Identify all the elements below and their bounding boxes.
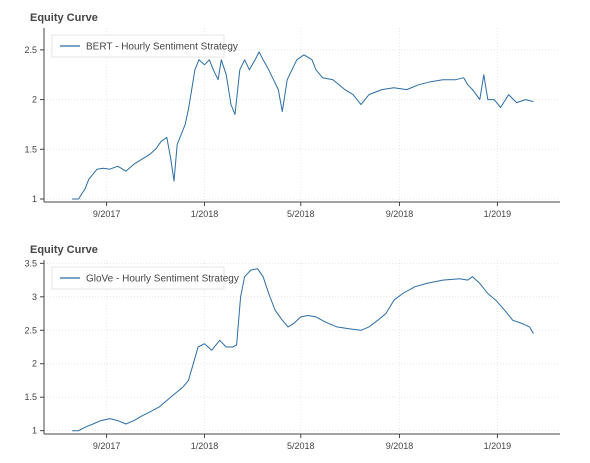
series-line bbox=[72, 52, 533, 199]
legend-label: GloVe - Hourly Sentiment Strategy bbox=[86, 274, 239, 285]
x-tick-label: 5/2018 bbox=[287, 441, 315, 451]
y-tick-label: 3.5 bbox=[24, 258, 37, 268]
y-tick-label: 3 bbox=[32, 292, 37, 302]
legend-label: BERT - Hourly Sentiment Strategy bbox=[86, 42, 238, 53]
x-tick-label: 1/2019 bbox=[484, 441, 512, 451]
legend: BERT - Hourly Sentiment Strategy bbox=[52, 35, 238, 57]
x-tick-label: 9/2017 bbox=[93, 209, 121, 219]
y-tick-label: 1.5 bbox=[24, 392, 37, 402]
y-tick-label: 2 bbox=[32, 359, 37, 369]
equity-curve-chart-bert: Equity Curve 9/2017 1/2018 5/2018 9/2018 1/2… bbox=[0, 0, 590, 230]
x-tick-label: 9/2017 bbox=[93, 441, 121, 451]
x-tick-label: 5/2018 bbox=[287, 209, 315, 219]
y-tick-label: 2.5 bbox=[24, 45, 37, 55]
legend: GloVe - Hourly Sentiment Strategy bbox=[52, 267, 239, 289]
x-tick-label: 1/2018 bbox=[191, 441, 219, 451]
y-tick-label: 2 bbox=[32, 95, 37, 105]
equity-curve-chart-glove: Equity Curve 9/2017 1/2018 5/2018 9/2018 1/2… bbox=[0, 232, 590, 463]
y-tick-label: 2.5 bbox=[24, 325, 37, 335]
series-line bbox=[72, 269, 533, 431]
y-tick-label: 1 bbox=[32, 194, 37, 204]
x-tick-label: 9/2018 bbox=[386, 441, 414, 451]
plot-area: 9/2017 1/2018 5/2018 9/2018 1/2019 1 1.5 2 2.5 3 3… bbox=[0, 232, 590, 462]
plot-area: 9/2017 1/2018 5/2018 9/2018 1/2019 1 1.5 2 2.5 BE… bbox=[0, 0, 590, 230]
x-tick-label: 9/2018 bbox=[386, 209, 414, 219]
x-tick-label: 1/2018 bbox=[191, 209, 219, 219]
x-tick-label: 1/2019 bbox=[484, 209, 512, 219]
y-tick-label: 1 bbox=[32, 426, 37, 436]
y-tick-label: 1.5 bbox=[24, 144, 37, 154]
